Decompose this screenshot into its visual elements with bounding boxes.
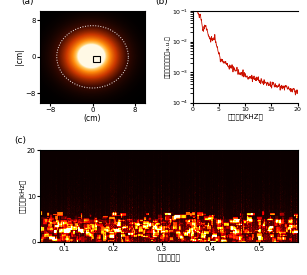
X-axis label: 周波数（KHZ）: 周波数（KHZ）: [227, 113, 263, 120]
Text: (c): (c): [14, 136, 26, 145]
X-axis label: 時間（秒）: 時間（秒）: [157, 254, 181, 263]
Y-axis label: 湿らぎのハワー（a.u.）: 湿らぎのハワー（a.u.）: [165, 35, 171, 78]
Y-axis label: 周波数｜kHz｜: 周波数｜kHz｜: [19, 179, 25, 213]
X-axis label: (cm): (cm): [84, 114, 101, 123]
Bar: [93, 56, 100, 62]
Text: (b): (b): [156, 0, 169, 6]
Text: (a): (a): [21, 0, 33, 6]
Y-axis label: |cm|: |cm|: [15, 48, 24, 65]
